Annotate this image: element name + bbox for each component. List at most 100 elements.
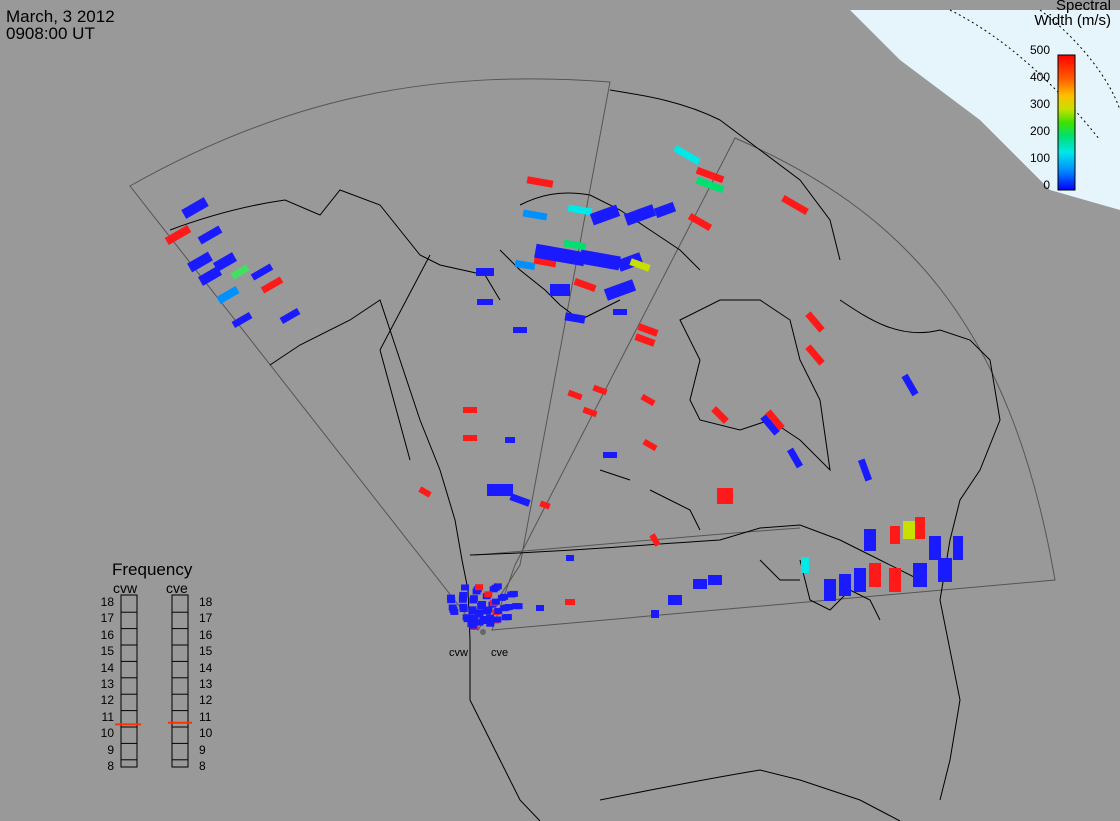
colorbar-gradient	[1057, 54, 1076, 191]
echo-cell	[889, 568, 901, 592]
echo-cell	[711, 406, 729, 424]
date-label: March, 3 2012	[6, 7, 115, 26]
echo-cell	[231, 311, 253, 329]
cvw-column-label: cvw	[113, 580, 138, 596]
echo-cell	[539, 500, 551, 510]
echo-cell	[463, 435, 477, 441]
echo-cell	[567, 389, 583, 401]
echo-cell	[461, 584, 470, 591]
echo-cell	[649, 533, 661, 547]
cvw-fov	[129, 78, 611, 631]
echo-cell	[250, 263, 274, 281]
echo-cell	[462, 614, 471, 621]
frequency-tick-label: 8	[199, 759, 206, 773]
frequency-tick-label: 14	[100, 660, 114, 675]
cvw-frequency-column	[120, 594, 138, 768]
frequency-tick-label: 12	[199, 693, 213, 708]
echo-cell	[509, 493, 531, 507]
fov-arc-inner	[474, 527, 801, 556]
echo-cell	[603, 452, 617, 458]
fov-outlines	[129, 78, 1056, 631]
echo-cell	[493, 583, 502, 590]
time-label: 0908:00 UT	[6, 24, 95, 43]
cve-fov	[491, 137, 1056, 631]
echo-cell	[494, 607, 503, 614]
echo-cell	[479, 616, 488, 623]
frequency-tick-label: 15	[199, 644, 213, 659]
echo-cell	[687, 212, 713, 232]
echo-cell	[668, 595, 682, 605]
echo-cell	[566, 555, 574, 561]
colorbar-tick-label: 100	[1029, 151, 1050, 165]
echo-cell	[717, 488, 733, 504]
echo-cell	[534, 243, 586, 267]
echo-cell	[448, 604, 457, 611]
echo-cell	[216, 286, 240, 304]
echo-cell	[477, 299, 493, 305]
echo-cell	[651, 610, 659, 618]
echo-cell	[805, 344, 825, 366]
echo-cell	[197, 225, 223, 245]
echo-cell	[493, 616, 502, 623]
colorbar-tick-label: 400	[1029, 70, 1050, 84]
echo-cell	[503, 614, 512, 621]
echo-cell	[459, 603, 468, 610]
echo-cell	[487, 484, 513, 496]
echo-cell	[505, 437, 515, 443]
echo-cell	[864, 529, 876, 551]
echo-cell	[589, 204, 621, 226]
colorbar	[1057, 54, 1076, 191]
echo-cell	[486, 614, 495, 621]
echo-cell	[640, 393, 656, 407]
coastlines	[169, 89, 1001, 821]
echo-cell	[418, 486, 432, 498]
frequency-title: Frequency	[112, 560, 193, 579]
echo-cell	[708, 575, 722, 585]
echo-cell	[613, 309, 627, 315]
echo-cell	[514, 259, 536, 271]
echo-cell	[629, 258, 651, 272]
frequency-tick-label: 11	[101, 709, 114, 724]
frequency-tick-label: 8	[107, 759, 114, 773]
echo-cell	[634, 333, 656, 347]
echo-cell	[642, 438, 658, 452]
echo-cell	[197, 266, 223, 286]
echo-cell	[486, 620, 495, 627]
cve-column-label: cve	[166, 580, 188, 596]
echo-cell	[565, 599, 575, 605]
echo-cell	[459, 591, 468, 598]
echo-cell	[854, 568, 866, 592]
echo-cell	[513, 327, 527, 333]
echo-cell	[915, 517, 925, 539]
echo-cell	[468, 606, 477, 613]
echo-cell	[484, 606, 493, 613]
echo-cell	[869, 563, 881, 587]
echo-cell	[563, 239, 587, 251]
frequency-tick-label: 10	[199, 726, 213, 741]
echo-cell	[903, 521, 917, 539]
echo-cell	[279, 307, 301, 325]
echo-cell	[603, 279, 637, 301]
echo-cell	[781, 194, 809, 216]
frequency-tick-label: 13	[199, 677, 213, 691]
colorbar-tick-label: 200	[1029, 124, 1050, 138]
frequency-tick-label: 10	[100, 726, 114, 741]
echo-cell	[693, 579, 707, 589]
echo-cell	[786, 447, 804, 469]
radar-site-label-cve: cve	[491, 647, 509, 659]
echo-cell	[164, 225, 192, 245]
echo-cell	[695, 166, 725, 184]
echo-cell	[564, 312, 586, 324]
echo-cell	[938, 558, 952, 582]
echo-cell	[478, 601, 487, 608]
echo-cell	[839, 574, 851, 596]
echo-cell	[536, 605, 544, 611]
echo-cell	[616, 252, 644, 272]
echo-cell	[953, 536, 963, 560]
frequency-tick-label: 11	[199, 709, 212, 724]
echo-cell	[526, 176, 554, 188]
echo-cell	[475, 619, 484, 626]
frequency-tick-label: 16	[199, 627, 213, 642]
echo-cell	[181, 197, 209, 219]
